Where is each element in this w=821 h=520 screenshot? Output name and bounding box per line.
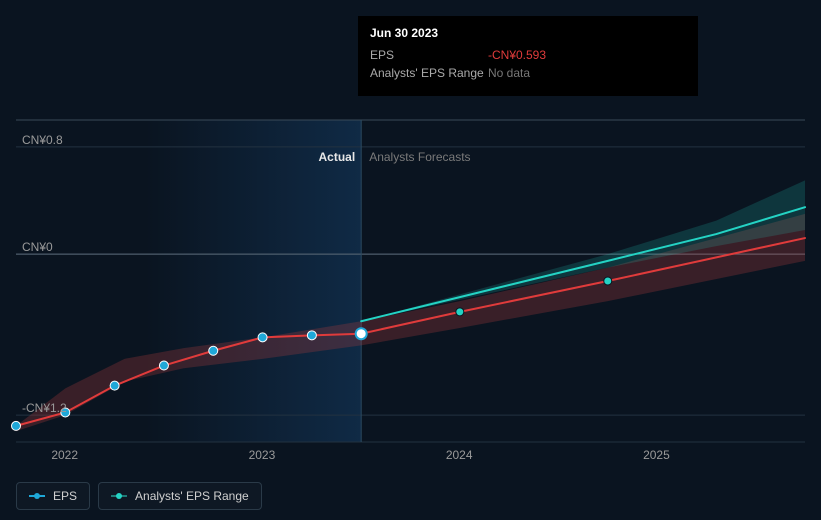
y-tick-label: CN¥0: [22, 240, 53, 254]
x-tick-label: 2024: [446, 448, 473, 462]
tooltip-value: No data: [488, 66, 530, 80]
y-tick-label: CN¥0.8: [22, 133, 63, 147]
tooltip-value: -CN¥0.593: [488, 48, 546, 62]
legend-item-0[interactable]: EPS: [16, 482, 90, 510]
highlight-point[interactable]: [356, 328, 367, 339]
chart-tooltip: Jun 30 2023 EPS -CN¥0.593 Analysts' EPS …: [358, 16, 698, 96]
chart-legend: EPS Analysts' EPS Range: [16, 482, 262, 510]
legend-item-1[interactable]: Analysts' EPS Range: [98, 482, 262, 510]
eps-chart: Jun 30 2023 EPS -CN¥0.593 Analysts' EPS …: [0, 0, 821, 520]
x-tick-label: 2023: [249, 448, 276, 462]
eps-forecast-marker[interactable]: [456, 308, 464, 316]
actual-label: Actual: [311, 150, 355, 164]
x-tick-label: 2025: [643, 448, 670, 462]
tooltip-row-range: Analysts' EPS Range No data: [370, 64, 686, 82]
tooltip-key: EPS: [370, 48, 488, 62]
eps-actual-marker[interactable]: [209, 346, 218, 355]
legend-marker: [111, 492, 127, 500]
eps-actual-marker[interactable]: [159, 361, 168, 370]
actual-region: [144, 120, 361, 442]
legend-marker: [29, 492, 45, 500]
tooltip-row-eps: EPS -CN¥0.593: [370, 46, 686, 64]
tooltip-key: Analysts' EPS Range: [370, 66, 488, 80]
eps-forecast-marker[interactable]: [604, 277, 612, 285]
eps-forecast-line: [361, 238, 805, 334]
legend-label: EPS: [53, 489, 77, 503]
x-tick-label: 2022: [51, 448, 78, 462]
eps-actual-marker[interactable]: [307, 331, 316, 340]
eps-actual-marker[interactable]: [12, 421, 21, 430]
forecast-label: Analysts Forecasts: [369, 150, 470, 164]
eps-actual-marker[interactable]: [110, 381, 119, 390]
legend-label: Analysts' EPS Range: [135, 489, 249, 503]
tooltip-title: Jun 30 2023: [370, 26, 686, 40]
y-tick-label: -CN¥1.2: [22, 401, 67, 415]
eps-actual-marker[interactable]: [258, 333, 267, 342]
